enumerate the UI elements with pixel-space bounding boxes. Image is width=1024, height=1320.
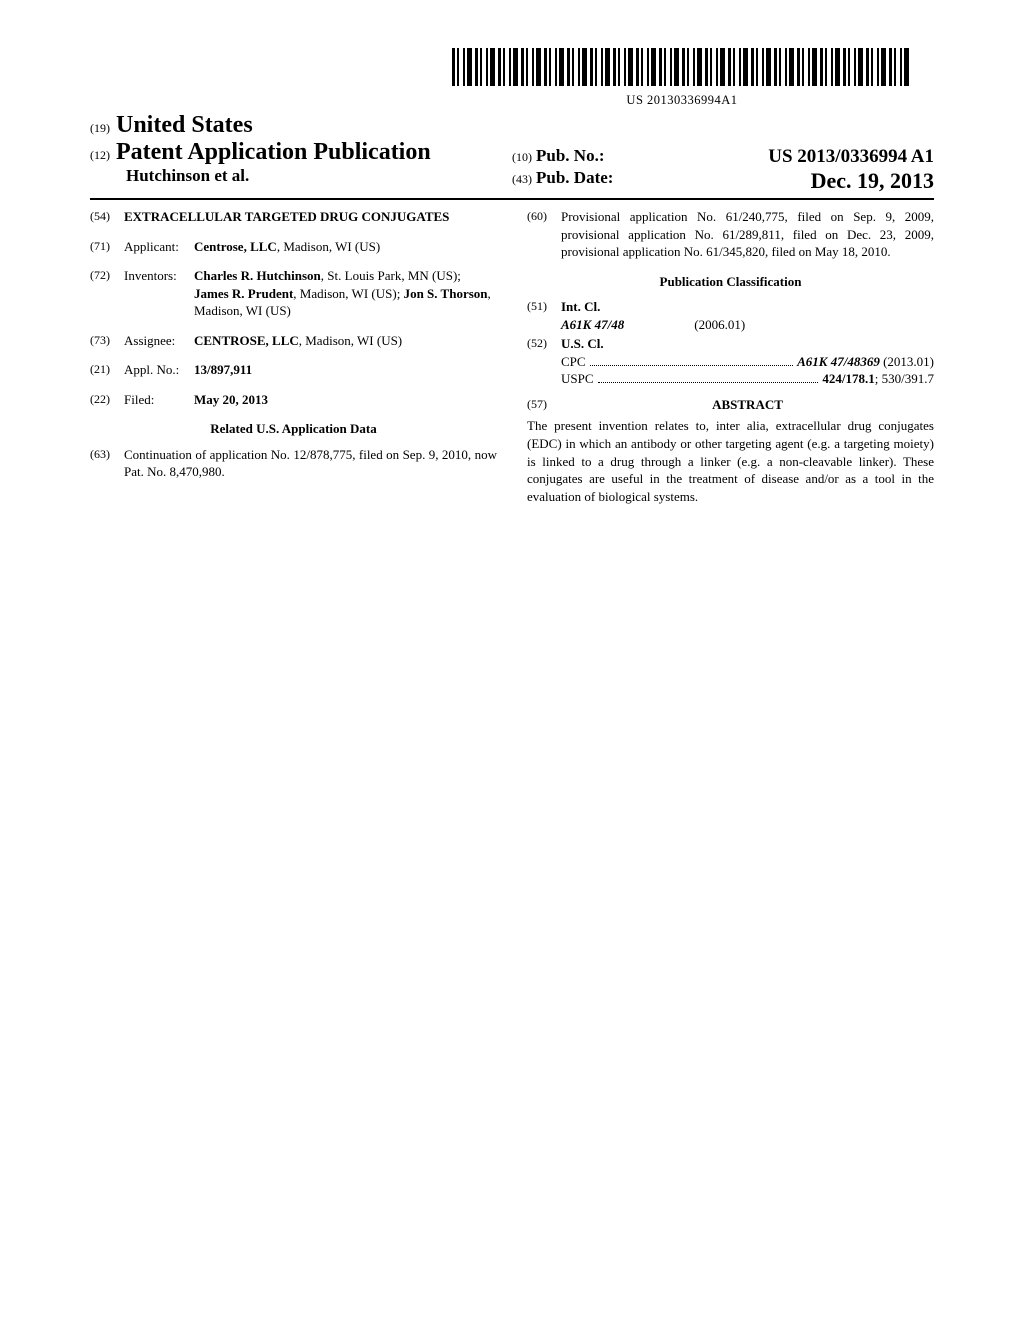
applno-label: Appl. No.: xyxy=(124,361,194,379)
applicant-name: Centrose, LLC xyxy=(194,239,277,254)
classification-heading: Publication Classification xyxy=(527,273,934,291)
field-51-num: (51) xyxy=(527,298,561,333)
field-71-num: (71) xyxy=(90,238,124,256)
barcode-image xyxy=(452,48,912,86)
provisional-text: Provisional application No. 61/240,775, … xyxy=(561,208,934,261)
dot-leader xyxy=(598,382,819,383)
dot-leader xyxy=(590,365,794,366)
applicant-location: , Madison, WI (US) xyxy=(277,239,380,254)
intcl-year: (2006.01) xyxy=(694,317,745,332)
inventor-2-loc: , Madison, WI (US); xyxy=(293,286,403,301)
invention-title: EXTRACELLULAR TARGETED DRUG CONJUGATES xyxy=(124,209,449,224)
pub-number: US 2013/0336994 A1 xyxy=(768,146,934,168)
abstract-heading: ABSTRACT xyxy=(561,396,934,414)
left-column: (54) EXTRACELLULAR TARGETED DRUG CONJUGA… xyxy=(90,208,497,505)
field-63-num: (63) xyxy=(90,446,124,481)
inventor-2: James R. Prudent xyxy=(194,286,293,301)
field-57-num: (57) xyxy=(527,396,561,414)
filed-date: May 20, 2013 xyxy=(194,392,268,407)
field-72-num: (72) xyxy=(90,267,124,320)
doc-type: Patent Application Publication xyxy=(116,139,431,165)
uscl-label: U.S. Cl. xyxy=(561,336,604,351)
field-73-num: (73) xyxy=(90,332,124,350)
assignee-label: Assignee: xyxy=(124,332,194,350)
field-21-num: (21) xyxy=(90,361,124,379)
right-column: (60) Provisional application No. 61/240,… xyxy=(527,208,934,505)
inventor-3: Jon S. Thorson xyxy=(404,286,488,301)
code-12: (12) xyxy=(90,148,110,162)
uspc-label: USPC xyxy=(561,370,594,388)
uspc-code: 424/178.1 xyxy=(822,370,874,388)
continuation-text: Continuation of application No. 12/878,7… xyxy=(124,446,497,481)
assignee-name: CENTROSE, LLC xyxy=(194,333,299,348)
barcode-block: US 20130336994A1 xyxy=(430,48,934,108)
inventors-label: Inventors: xyxy=(124,267,194,320)
code-19: (19) xyxy=(90,121,110,135)
bibliographic-data: (54) EXTRACELLULAR TARGETED DRUG CONJUGA… xyxy=(90,208,934,505)
filed-label: Filed: xyxy=(124,391,194,409)
country-name: United States xyxy=(116,112,253,138)
uspc-rest: ; 530/391.7 xyxy=(875,370,934,388)
cpc-year: (2013.01) xyxy=(883,353,934,371)
field-52-num: (52) xyxy=(527,335,561,388)
field-60-num: (60) xyxy=(527,208,561,261)
assignee-location: , Madison, WI (US) xyxy=(299,333,402,348)
inventors-list: Charles R. Hutchinson, St. Louis Park, M… xyxy=(194,267,497,320)
cpc-code: A61K 47/48369 xyxy=(797,354,880,369)
masthead: (19) United States (12) Patent Applicati… xyxy=(90,112,934,200)
intcl-label: Int. Cl. xyxy=(561,299,600,314)
barcode-text: US 20130336994A1 xyxy=(430,93,934,108)
authors-line: Hutchinson et al. xyxy=(90,166,512,186)
intcl-code: A61K 47/48 xyxy=(561,317,624,332)
applicant-label: Applicant: xyxy=(124,238,194,256)
pubno-label: Pub. No.: xyxy=(536,146,604,168)
pub-date: Dec. 19, 2013 xyxy=(811,168,934,194)
related-data-heading: Related U.S. Application Data xyxy=(90,420,497,438)
code-43: (43) xyxy=(512,168,532,194)
appl-number: 13/897,911 xyxy=(194,362,252,377)
inventor-1: Charles R. Hutchinson xyxy=(194,268,321,283)
abstract-text: The present invention relates to, inter … xyxy=(527,417,934,505)
cpc-label: CPC xyxy=(561,353,586,371)
field-22-num: (22) xyxy=(90,391,124,409)
field-54-num: (54) xyxy=(90,208,124,226)
code-10: (10) xyxy=(512,146,532,168)
pubdate-label: Pub. Date: xyxy=(536,168,613,194)
inventor-1-loc: , St. Louis Park, MN (US); xyxy=(321,268,461,283)
